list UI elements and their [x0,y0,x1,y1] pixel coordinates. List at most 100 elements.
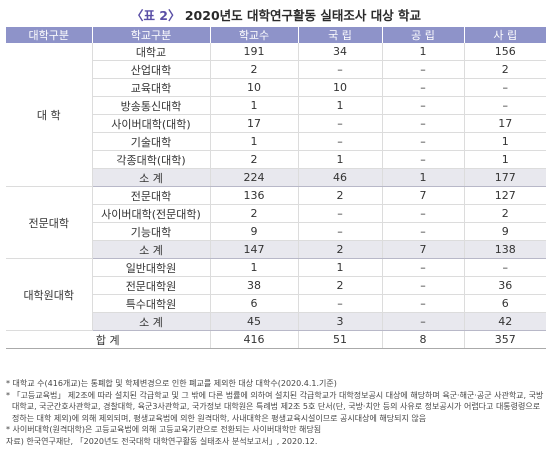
count-cell: 2 [209,204,298,223]
table-row: 대 학 대학교 191 34 1 156 [6,43,546,187]
school-type-cell: 기술대학 [92,132,210,151]
national-cell: 34 [297,43,382,61]
national-cell: 1 [297,96,382,115]
subtotal-label: 소 계 [92,168,210,187]
table-row: 산업대학 2 – – 2 [6,60,546,79]
private-cell: 357 [463,330,546,349]
table-row: 교육대학 10 10 – – [6,78,546,97]
table-row: 기능대학 9 – – 9 [6,222,546,241]
private-cell: 156 [463,43,546,61]
count-cell: 6 [209,294,298,313]
national-cell: 1 [297,150,382,169]
header-private: 사 립 [463,27,546,43]
count-cell: 136 [209,186,298,205]
public-cell: – [381,60,464,79]
public-cell: 1 [381,168,464,187]
source-note: 자료) 한국연구재단, 「2020년도 전국대학 대학연구활동 실태조사 분석보… [6,436,318,446]
count-cell: 17 [209,114,298,133]
national-cell: 10 [297,78,382,97]
national-cell: 1 [297,258,382,277]
table-title-text: 2020년도 대학연구활동 실태조사 대상 학교 [184,8,422,23]
school-type-cell: 기능대학 [92,222,210,241]
table-row: 방송통신대학 1 1 – – [6,96,546,115]
table-title: 〈표 2〉 2020년도 대학연구활동 실태조사 대상 학교 [0,5,552,25]
footnote: * 「고등교육법」 제2조에 따라 설치된 각급학교 및 그 밖에 다른 법률에… [6,390,544,400]
national-cell: 3 [297,312,382,331]
table-row: 특수대학원 6 – – 6 [6,294,546,313]
school-type-cell: 교육대학 [92,78,210,97]
public-cell: – [381,312,464,331]
group-label-graduate: 대학원대학 [6,258,93,331]
school-type-cell: 방송통신대학 [92,96,210,115]
national-cell: – [297,114,382,133]
subtotal-row: 소 계 45 3 – 42 [6,312,546,331]
private-cell: 1 [463,132,546,151]
table-row: 사이버대학(전문대학) 2 – – 2 [6,204,546,223]
school-type-cell: 전문대학원 [92,276,210,295]
private-cell: 6 [463,294,546,313]
table-header-row: 대학구분 학교구분 학교수 국 립 공 립 사 립 [6,27,546,43]
table-row: 전문대학원 38 2 – 36 [6,276,546,295]
footnotes: * 대학교 수(416개교)는 통폐합 및 학제변경으로 인한 폐교를 제외한 … [6,378,546,447]
table-row: 기술대학 1 – – 1 [6,132,546,151]
private-cell: 42 [463,312,546,331]
count-cell: 38 [209,276,298,295]
national-cell: 51 [297,330,382,349]
private-cell: – [463,258,546,277]
subtotal-row: 소 계 224 46 1 177 [6,168,546,187]
private-cell: 17 [463,114,546,133]
public-cell: – [381,150,464,169]
public-cell: – [381,132,464,151]
public-cell: – [381,222,464,241]
count-cell: 191 [209,43,298,61]
private-cell: 1 [463,150,546,169]
header-public: 공 립 [381,27,464,43]
schools-table: 대학구분 학교구분 학교수 국 립 공 립 사 립 대 학 대학교 191 34… [6,27,546,349]
private-cell: – [463,78,546,97]
footnote-continuation: 대학교, 국군간호사관학교, 경찰대학, 육군3사관학교, 국가정보 대학원은 … [12,402,541,411]
count-cell: 416 [209,330,298,349]
count-cell: 1 [209,96,298,115]
national-cell: – [297,222,382,241]
national-cell: – [297,204,382,223]
group-label-college: 전문대학 [6,186,93,259]
header-national: 국 립 [297,27,382,43]
header-category: 대학구분 [6,27,92,43]
footnote: * 사이버대학(원격대학)은 고등교육법에 의해 고등교육기관으로 전환되는 사… [6,425,322,434]
subtotal-label: 소 계 [92,240,210,259]
national-cell: – [297,132,382,151]
national-cell: – [297,60,382,79]
school-type-cell: 대학교 [92,43,210,61]
count-cell: 2 [209,60,298,79]
public-cell: – [381,204,464,223]
subtotal-row: 소 계 147 2 7 138 [6,240,546,259]
table-row: 전문대학 전문대학 136 2 7 127 [6,186,546,259]
national-cell: – [297,294,382,313]
private-cell: 2 [463,60,546,79]
subtotal-label: 소 계 [92,312,210,331]
school-type-cell: 일반대학원 [92,258,210,277]
national-cell: 2 [297,276,382,295]
private-cell: 177 [463,168,546,187]
public-cell: 1 [381,43,464,61]
private-cell: 9 [463,222,546,241]
national-cell: 2 [297,186,382,205]
public-cell: – [381,78,464,97]
header-school-type: 학교구분 [91,27,210,43]
count-cell: 2 [209,150,298,169]
count-cell: 1 [209,132,298,151]
national-cell: 2 [297,240,382,259]
private-cell: 138 [463,240,546,259]
footnote-continuation: 정하는 대학 제외)에 의해 제외되며, 평생교육법에 의한 원격대학, 사내대… [12,413,427,423]
table-row: 각종대학(대학) 2 1 – 1 [6,150,546,169]
count-cell: 45 [209,312,298,331]
private-cell: – [463,96,546,115]
school-type-cell: 전문대학 [92,186,210,205]
public-cell: 7 [381,240,464,259]
grand-total-row: 합 계 416 51 8 357 [6,330,546,349]
national-cell: 46 [297,168,382,187]
table-row: 대학원대학 일반대학원 1 1 – – [6,258,546,331]
public-cell: – [381,96,464,115]
count-cell: 224 [209,168,298,187]
count-cell: 147 [209,240,298,259]
